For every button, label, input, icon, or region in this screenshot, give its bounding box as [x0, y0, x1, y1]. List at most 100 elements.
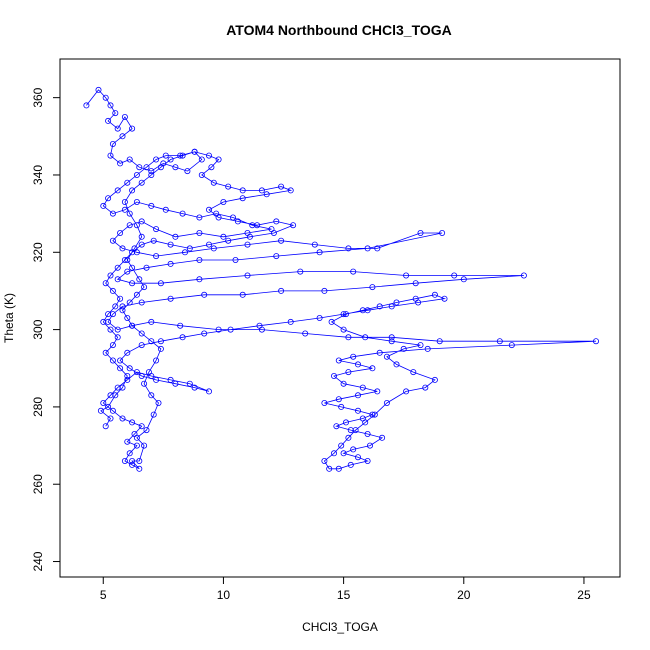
data-point: [383, 399, 390, 406]
y-tick-label: 360: [31, 87, 45, 107]
data-point: [273, 253, 280, 260]
data-point: [109, 210, 116, 217]
data-point: [593, 338, 600, 345]
data-point: [186, 380, 193, 387]
data-point: [278, 183, 285, 190]
data-point: [119, 245, 126, 252]
data-point: [239, 195, 246, 202]
data-point: [422, 384, 429, 391]
data-point: [129, 125, 136, 132]
data-point: [153, 357, 160, 364]
data-point: [83, 102, 90, 109]
data-point: [129, 457, 136, 464]
data-point: [239, 291, 246, 298]
data-point: [117, 295, 124, 302]
data-point: [102, 423, 109, 430]
data-point: [133, 222, 140, 229]
data-point: [347, 461, 354, 468]
data-point: [364, 457, 371, 464]
data-point: [335, 465, 342, 472]
data-point: [136, 164, 143, 171]
data-point: [117, 365, 124, 372]
data-point: [114, 326, 121, 333]
y-tick-label: 340: [31, 165, 45, 185]
data-point: [138, 233, 145, 240]
data-point: [153, 226, 160, 233]
data-point: [119, 415, 126, 422]
data-point: [181, 249, 188, 256]
data-point: [124, 438, 131, 445]
data-point: [232, 256, 239, 263]
data-point: [210, 179, 217, 186]
data-point: [345, 434, 352, 441]
data-point: [376, 303, 383, 310]
data-point: [162, 152, 169, 159]
data-point: [330, 450, 337, 457]
data-point: [153, 253, 160, 260]
data-point: [124, 372, 131, 379]
data-point: [148, 338, 155, 345]
data-point: [109, 287, 116, 294]
data-point: [254, 222, 261, 229]
data-point: [196, 229, 203, 236]
data-point: [400, 345, 407, 352]
data-point: [431, 376, 438, 383]
data-point: [417, 229, 424, 236]
data-point: [369, 411, 376, 418]
data-point: [225, 183, 232, 190]
data-point: [198, 156, 205, 163]
data-point: [172, 233, 179, 240]
data-point: [109, 357, 116, 364]
data-point: [227, 326, 234, 333]
data-point: [107, 326, 114, 333]
data-point: [145, 369, 152, 376]
data-point: [117, 357, 124, 364]
data-point: [388, 334, 395, 341]
data-point: [133, 442, 140, 449]
data-point: [102, 280, 109, 287]
data-point: [150, 411, 157, 418]
data-point: [100, 318, 107, 325]
y-tick-label: 320: [31, 242, 45, 262]
data-point: [167, 295, 174, 302]
data-point: [167, 260, 174, 267]
y-tick-label: 260: [31, 474, 45, 494]
data-point: [441, 295, 448, 302]
data-point: [359, 384, 366, 391]
data-point: [157, 280, 164, 287]
data-point: [129, 461, 136, 468]
data-point: [129, 280, 136, 287]
data-point: [129, 264, 136, 271]
data-point: [520, 272, 527, 279]
data-point: [129, 249, 136, 256]
data-point: [109, 407, 116, 414]
data-point: [342, 311, 349, 318]
data-point: [138, 179, 145, 186]
data-point: [342, 419, 349, 426]
data-point: [246, 233, 253, 240]
data-point: [287, 187, 294, 194]
data-point: [191, 384, 198, 391]
data-point: [143, 164, 150, 171]
data-point: [338, 403, 345, 410]
data-point: [141, 380, 148, 387]
data-point: [138, 423, 145, 430]
data-point: [109, 342, 116, 349]
data-point: [345, 369, 352, 376]
data-point: [102, 94, 109, 101]
data-point: [326, 465, 333, 472]
data-point: [205, 152, 212, 159]
data-point: [148, 171, 155, 178]
data-point: [138, 372, 145, 379]
data-point: [124, 376, 131, 383]
data-point: [179, 152, 186, 159]
data-point: [302, 330, 309, 337]
data-point: [162, 206, 169, 213]
data-point: [270, 229, 277, 236]
data-series: [83, 86, 600, 472]
y-tick-label: 240: [31, 551, 45, 571]
data-point: [138, 218, 145, 225]
data-point: [362, 334, 369, 341]
data-point: [220, 198, 227, 205]
